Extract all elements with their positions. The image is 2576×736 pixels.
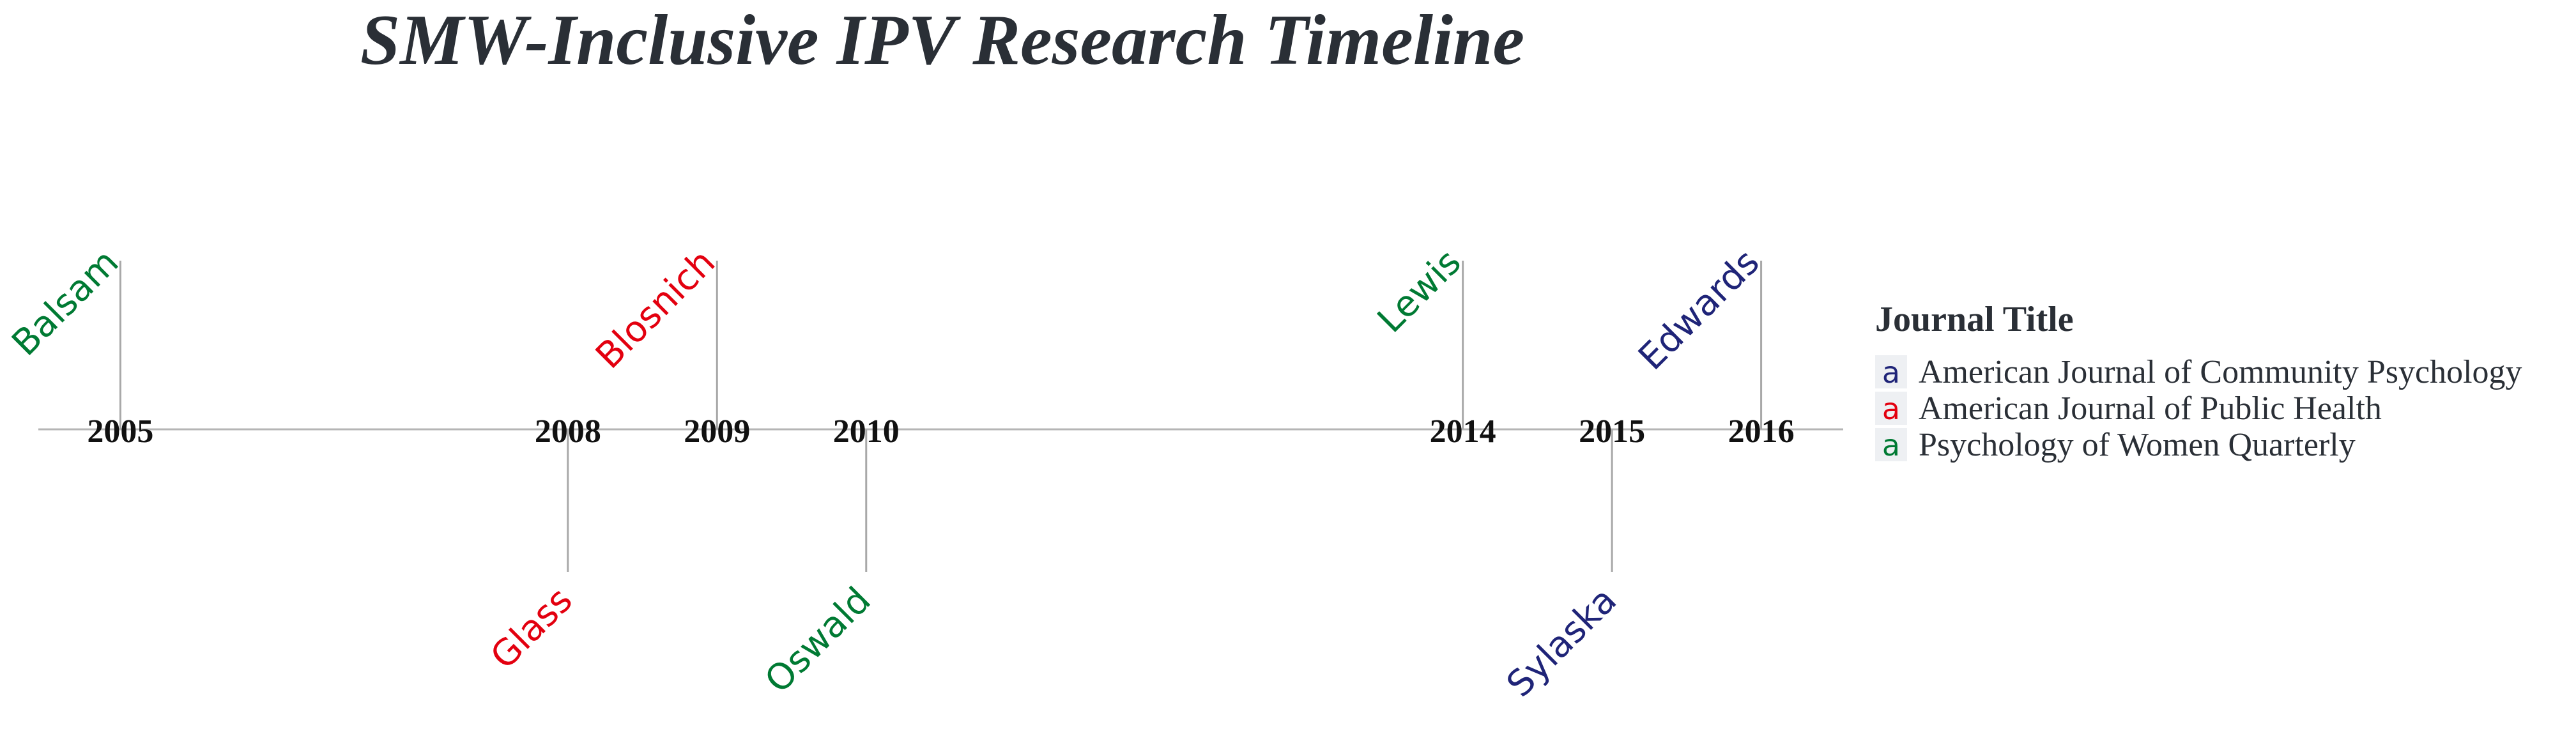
year-label-2014: 2014 (1430, 413, 1496, 450)
year-label-2009: 2009 (684, 413, 750, 450)
legend-swatch-icon: a (1882, 428, 1900, 463)
timeline-layer: Balsam Glass Blosnich Oswald Lewis Sylaska Edw… (4, 241, 1843, 705)
legend-item-psychology-of-women-quarterly: a Psychology of Women Quarterly (1875, 427, 2356, 463)
legend-swatch-bg (1875, 355, 1907, 388)
legend-title: Journal Title (1875, 300, 2074, 339)
year-label-2010: 2010 (833, 413, 900, 450)
year-label-2016: 2016 (1728, 413, 1795, 450)
event-label-blosnich: Blosnich (588, 241, 723, 377)
legend-item-american-journal-of-public-health: a American Journal of Public Health (1875, 390, 2382, 427)
year-label-2005: 2005 (87, 413, 153, 450)
event-label-glass: Glass (483, 579, 581, 677)
legend-swatch-icon: a (1882, 355, 1900, 390)
year-label-2015: 2015 (1579, 413, 1645, 450)
legend-label: American Journal of Public Health (1919, 390, 2382, 427)
legend-swatch-bg (1875, 392, 1907, 425)
legend-swatch-icon: a (1882, 392, 1900, 426)
event-label-balsam: Balsam (4, 241, 126, 364)
chart-title: SMW-Inclusive IPV Research Timeline (360, 1, 1524, 80)
event-label-lewis: Lewis (1370, 241, 1469, 341)
event-label-oswald: Oswald (757, 579, 879, 702)
year-label-2008: 2008 (535, 413, 601, 450)
legend-label: Psychology of Women Quarterly (1919, 427, 2356, 463)
legend-swatch-bg (1875, 428, 1907, 461)
legend-label: American Journal of Community Psychology (1919, 354, 2522, 390)
legend: Journal Title a American Journal of Commu… (1875, 300, 2522, 463)
event-label-sylaska: Sylaska (1499, 579, 1625, 705)
event-label-edwards: Edwards (1630, 241, 1767, 378)
legend-item-american-journal-of-community-psychology: a American Journal of Community Psycholog… (1875, 354, 2522, 390)
